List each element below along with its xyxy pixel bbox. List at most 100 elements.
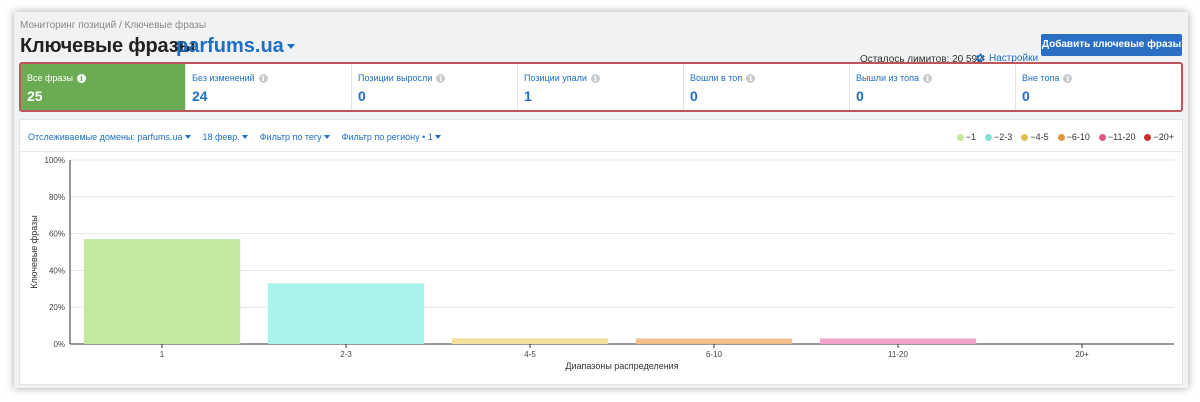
legend-item[interactable]: −20+ (1144, 132, 1174, 142)
stat-label: Без изменений i (192, 73, 351, 83)
legend-dot-icon (1057, 133, 1065, 141)
info-icon[interactable]: i (76, 73, 86, 83)
stat-card[interactable]: Позиции упали i 1 (518, 64, 684, 110)
settings-link[interactable]: Настройки (974, 52, 1038, 64)
filter-bar: Отслеживаемые домены: parfums.ua 18 февр.… (28, 132, 453, 142)
settings-label: Настройки (989, 52, 1039, 64)
stat-label: Все фразы i (27, 73, 185, 83)
bar-6-10 (635, 338, 793, 344)
stat-label-text: Позиции упали (524, 73, 587, 83)
bar-11-20 (819, 338, 977, 344)
filter-label: Фильтр по тегу (259, 132, 322, 142)
legend-label: −2-3 (994, 132, 1013, 142)
legend-item[interactable]: −6-10 (1057, 132, 1090, 142)
limits-counter: Осталось лимитов: 20 592 (860, 54, 983, 65)
stat-value: 25 (27, 88, 43, 104)
legend-item[interactable]: −2-3 (985, 132, 1012, 142)
legend-label: −4-5 (1030, 132, 1049, 142)
stat-card[interactable]: Вошли в топ i 0 (684, 64, 850, 110)
chevron-down-icon (434, 135, 441, 139)
divider (20, 151, 1182, 152)
info-icon[interactable]: i (258, 73, 268, 83)
stat-label-text: Вне топа (1022, 73, 1060, 83)
gear-icon (976, 53, 985, 63)
y-tick-label: 0% (53, 340, 65, 349)
stat-label-text: Все фразы (27, 73, 73, 83)
stat-value: 1 (524, 88, 532, 104)
filter-label: Отслеживаемые домены: parfums.ua (28, 132, 183, 142)
filter-dropdown[interactable]: Фильтр по тегу (260, 132, 330, 142)
y-tick-label: 20% (49, 303, 65, 312)
y-tick-label: 80% (49, 193, 65, 202)
app-frame: Мониторинг позиций / Ключевые фразы Ключ… (14, 12, 1188, 388)
chevron-down-icon (286, 44, 295, 50)
page-title: Ключевые фразы (20, 35, 196, 57)
legend-dot-icon (985, 133, 993, 141)
chart-panel: Отслеживаемые домены: parfums.ua 18 февр.… (19, 119, 1183, 385)
stats-bar: Все фразы i 25 Без изменений i 24 Позиции выро… (19, 62, 1183, 112)
x-tick-label: 1 (160, 350, 165, 359)
info-icon[interactable]: i (1063, 73, 1073, 83)
filter-dropdown[interactable]: Отслеживаемые домены: parfums.ua (28, 132, 191, 142)
distribution-chart: 0% 20% 40% 60% 80% 100% 1 2-3 4-5 6-10 11-20 20+ Диа… (29, 156, 1174, 371)
x-tick-label: 20+ (1075, 350, 1089, 359)
legend-label: −1 (965, 132, 977, 142)
filter-dropdown[interactable]: 18 февр. (203, 132, 248, 142)
filter-label: 18 февр. (202, 132, 240, 142)
stat-card[interactable]: Все фразы i 25 (21, 64, 186, 110)
legend-item[interactable]: −1 (956, 132, 977, 142)
stat-value: 0 (856, 88, 864, 104)
x-tick-label: 2-3 (340, 350, 352, 359)
breadcrumb[interactable]: Мониторинг позиций / Ключевые фразы (20, 20, 207, 31)
stat-card[interactable]: Вне топа i 0 (1016, 64, 1181, 110)
x-tick-label: 4-5 (524, 350, 536, 359)
legend-dot-icon (1021, 133, 1029, 141)
y-tick-label: 100% (45, 156, 65, 165)
y-tick-label: 60% (49, 230, 65, 239)
legend-label: −20+ (1153, 132, 1174, 142)
legend-label: −11-20 (1107, 132, 1136, 142)
bar-1 (83, 239, 241, 344)
stat-label: Вне топа i (1022, 73, 1181, 83)
chevron-down-icon (323, 135, 330, 139)
y-axis-title: Ключевые фразы (29, 215, 39, 288)
chevron-down-icon (241, 135, 248, 139)
chart-legend: −1 −2-3 −4-5 −6-10 −11-20 −20+ (948, 132, 1174, 142)
filter-dropdown[interactable]: Фильтр по региону • 1 (342, 132, 441, 142)
stat-label-text: Без изменений (192, 73, 255, 83)
stat-card[interactable]: Позиции выросли i 0 (352, 64, 518, 110)
stat-value: 0 (1022, 88, 1030, 104)
stat-label: Позиции выросли i (358, 73, 517, 83)
info-icon[interactable]: i (436, 73, 446, 83)
stat-card[interactable]: Вышли из топа i 0 (850, 64, 1016, 110)
info-icon[interactable]: i (590, 73, 600, 83)
stat-value: 24 (192, 88, 208, 104)
stat-label: Вошли в топ i (690, 73, 849, 83)
stat-label-text: Вошли в топ (690, 73, 743, 83)
y-tick-label: 40% (49, 266, 65, 275)
stat-value: 0 (690, 88, 698, 104)
chevron-down-icon (184, 135, 191, 139)
x-tick-label: 6-10 (706, 350, 723, 359)
filter-label: Фильтр по региону • 1 (341, 132, 433, 142)
info-icon[interactable]: i (923, 73, 933, 83)
legend-label: −6-10 (1066, 132, 1090, 142)
domain-label: parfums.ua (176, 35, 284, 57)
stat-label-text: Позиции выросли (358, 73, 433, 83)
legend-item[interactable]: −4-5 (1021, 132, 1049, 142)
add-keywords-button[interactable]: Добавить ключевые фразы (1041, 34, 1182, 56)
stat-card[interactable]: Без изменений i 24 (186, 64, 352, 110)
legend-dot-icon (1144, 133, 1152, 141)
stat-label-text: Вышли из топа (856, 73, 920, 83)
x-axis-title: Диапазоны распределения (565, 361, 678, 371)
stat-label: Вышли из топа i (856, 73, 1015, 83)
domain-selector[interactable]: parfums.ua (176, 35, 295, 58)
bar-2-3 (267, 283, 425, 344)
stat-label: Позиции упали i (524, 73, 683, 83)
info-icon[interactable]: i (746, 73, 756, 83)
stat-value: 0 (358, 88, 366, 104)
legend-item[interactable]: −11-20 (1098, 132, 1136, 142)
x-tick-label: 11-20 (888, 350, 908, 359)
legend-dot-icon (956, 133, 964, 141)
bar-4-5 (451, 338, 609, 344)
